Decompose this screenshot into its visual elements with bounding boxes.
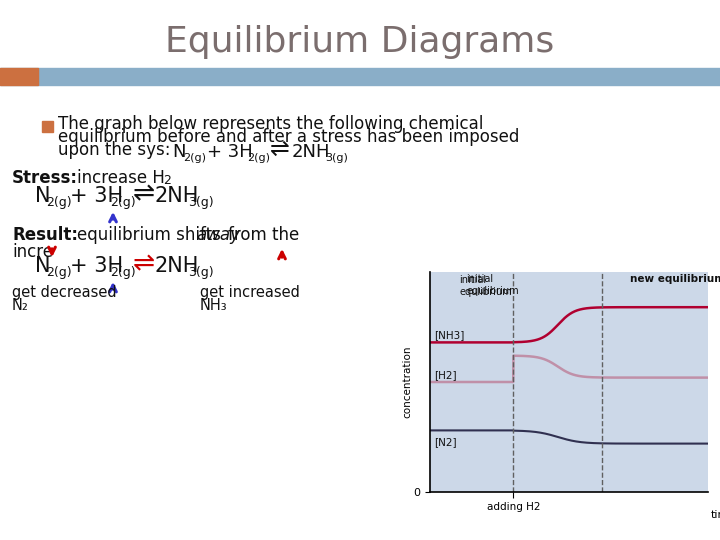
Bar <box>0 68 720 85</box>
Text: ⇌: ⇌ <box>270 137 289 161</box>
Text: ⇌: ⇌ <box>133 251 155 277</box>
Text: N₂: N₂ <box>12 299 29 314</box>
Bar <box>0 68 38 85</box>
Text: from the: from the <box>228 226 300 244</box>
Text: Stress:: Stress: <box>12 169 78 187</box>
Text: get decreased: get decreased <box>12 286 117 300</box>
Text: get increased: get increased <box>200 286 300 300</box>
Text: Result:: Result: <box>12 226 78 244</box>
Text: 2(g): 2(g) <box>110 196 135 209</box>
Text: The graph below represents the following chemical: The graph below represents the following… <box>58 115 483 133</box>
Text: away: away <box>196 226 240 244</box>
Text: N: N <box>35 186 50 206</box>
Text: equilibrium shifts: equilibrium shifts <box>77 226 226 244</box>
Text: 2: 2 <box>163 174 171 187</box>
Y-axis label: concentration: concentration <box>402 346 412 418</box>
Text: 2(g): 2(g) <box>46 266 71 279</box>
Text: + 3H: + 3H <box>70 256 123 276</box>
Text: increase H: increase H <box>77 169 165 187</box>
Text: [H2]: [H2] <box>434 370 456 380</box>
Text: 2NH: 2NH <box>292 143 330 161</box>
Text: upon the sys:: upon the sys: <box>58 141 171 159</box>
Text: 2NH: 2NH <box>155 186 199 206</box>
Text: initial
equlibrium: initial equlibrium <box>466 274 519 296</box>
Text: ⇌: ⇌ <box>133 181 155 207</box>
Text: 2(g): 2(g) <box>110 266 135 279</box>
Text: time: time <box>711 510 720 519</box>
Bar <box>42 121 53 132</box>
Text: incre: incre <box>12 243 53 261</box>
Text: NH₃: NH₃ <box>200 299 228 314</box>
Text: 3(g): 3(g) <box>188 266 214 279</box>
Text: + 3H: + 3H <box>70 186 123 206</box>
Text: 2(g): 2(g) <box>183 153 206 163</box>
Text: [N2]: [N2] <box>434 437 456 447</box>
Text: 2NH: 2NH <box>155 256 199 276</box>
Text: 3(g): 3(g) <box>325 153 348 163</box>
Text: N: N <box>35 256 50 276</box>
Text: [NH3]: [NH3] <box>434 330 464 340</box>
Text: Equilibrium Diagrams: Equilibrium Diagrams <box>166 25 554 59</box>
Text: 3(g): 3(g) <box>188 196 214 209</box>
Text: 2(g): 2(g) <box>247 153 270 163</box>
Text: equilibrium before and after a stress has been imposed: equilibrium before and after a stress ha… <box>58 128 519 146</box>
Text: + 3H: + 3H <box>207 143 253 161</box>
Text: N: N <box>172 143 186 161</box>
Text: 2(g): 2(g) <box>46 196 71 209</box>
Text: new equilibrium: new equilibrium <box>630 274 720 284</box>
Text: initial
equlibrium: initial equlibrium <box>459 275 512 297</box>
